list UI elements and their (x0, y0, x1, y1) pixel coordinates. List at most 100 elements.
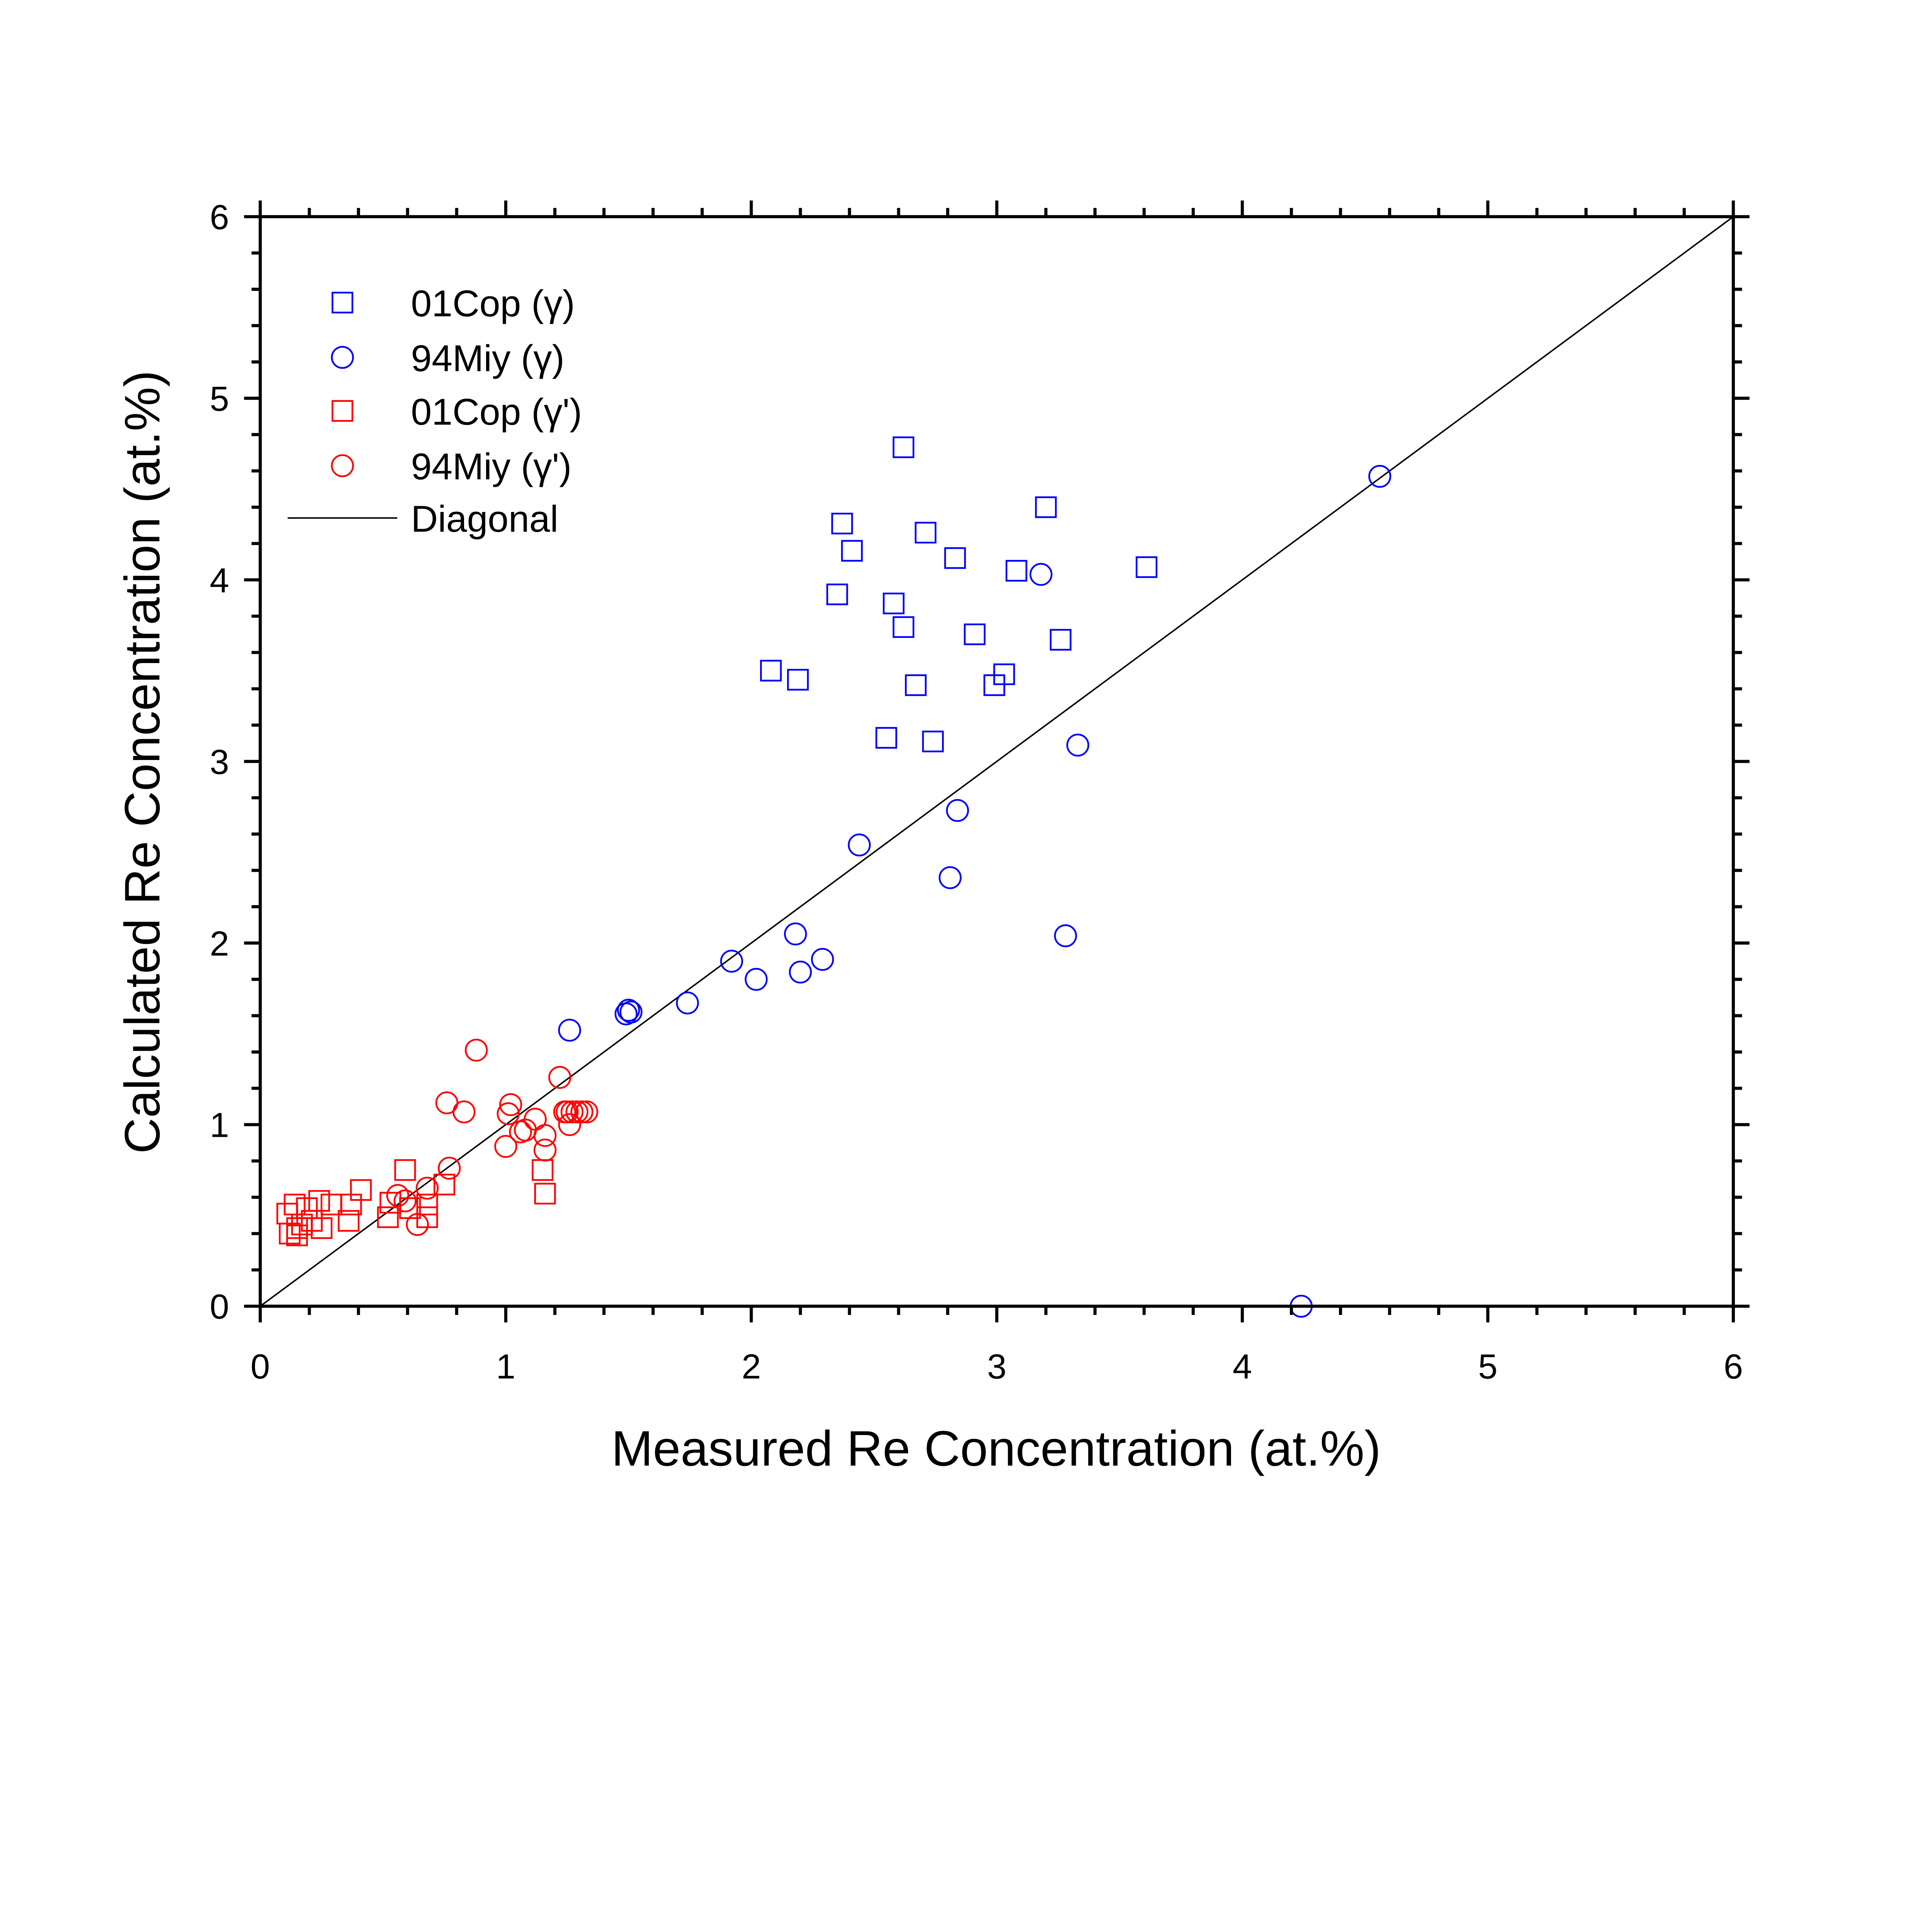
data-point (831, 512, 853, 534)
series-1 (760, 436, 1158, 752)
data-point (811, 948, 834, 971)
data-point (533, 1124, 557, 1147)
data-point (534, 1183, 556, 1205)
data-point (784, 922, 807, 946)
data-point (558, 1019, 581, 1042)
data-point (386, 1184, 409, 1207)
data-point (291, 1213, 313, 1236)
data-point (760, 660, 782, 682)
data-point (893, 616, 915, 638)
data-point (438, 1156, 461, 1180)
plot-area (260, 216, 1734, 1318)
data-point (1136, 556, 1158, 578)
data-point (377, 1206, 399, 1228)
data-point (787, 669, 809, 691)
data-point (499, 1093, 522, 1116)
data-point (946, 799, 969, 822)
series-2 (558, 465, 1391, 1318)
data-point (905, 674, 927, 696)
legend-marker (332, 400, 354, 422)
data-point (617, 998, 640, 1022)
data-point (893, 436, 915, 458)
data-point (509, 1120, 532, 1143)
data-point (338, 1210, 360, 1232)
legend-label: Diagonal (411, 498, 558, 540)
x-tick-label: 6 (1724, 1347, 1743, 1386)
y-tick-label: 4 (210, 561, 229, 600)
data-point (415, 1177, 439, 1200)
data-point (532, 1159, 554, 1181)
data-point (983, 674, 1005, 696)
diagonal-line (260, 216, 1734, 1307)
scatter-chart: 0 1 2 3 4 5 6 0 1 2 3 4 5 6 Measured Re Concentration… (114, 198, 1750, 1476)
data-point (841, 540, 863, 562)
legend-marker (332, 292, 354, 314)
data-point (883, 592, 905, 614)
data-point (565, 1100, 588, 1124)
legend-label: 94Miy (γ) (411, 337, 564, 379)
data-point (1005, 560, 1027, 582)
data-point (279, 1223, 301, 1245)
data-point (1066, 733, 1089, 757)
x-tick-label: 1 (496, 1347, 515, 1386)
y-tick-label: 0 (210, 1287, 229, 1327)
y-tick-label: 1 (210, 1106, 229, 1145)
data-point (745, 968, 768, 991)
data-point (614, 1002, 638, 1026)
data-point (1054, 924, 1077, 947)
data-point (789, 961, 812, 984)
y-tick-label: 3 (210, 743, 229, 782)
data-point (964, 623, 986, 645)
y-tick-label: 6 (210, 198, 229, 237)
data-point (939, 866, 962, 889)
data-point (452, 1100, 476, 1124)
series-4 (386, 1039, 599, 1236)
legend-label: 01Cop (γ) (411, 283, 575, 325)
data-point (394, 1159, 416, 1181)
data-point (826, 583, 848, 605)
x-tick-label: 3 (987, 1347, 1007, 1386)
x-axis-title: Measured Re Concentration (at.%) (611, 1421, 1381, 1476)
x-tick-label: 4 (1233, 1347, 1252, 1386)
plot-frame (259, 215, 1735, 1308)
data-point (1029, 563, 1053, 586)
x-tick-label: 0 (250, 1347, 270, 1386)
data-point (286, 1225, 308, 1247)
data-point (556, 1100, 579, 1124)
data-point (848, 833, 871, 857)
legend-marker (331, 454, 354, 477)
data-point (548, 1066, 571, 1089)
data-point (922, 730, 944, 752)
legend-marker (331, 346, 354, 369)
y-tick-label: 5 (210, 379, 229, 418)
data-point (570, 1100, 594, 1124)
data-point (575, 1100, 599, 1124)
data-point (416, 1194, 438, 1216)
data-point (558, 1113, 581, 1136)
data-point (434, 1173, 456, 1196)
data-point (1368, 465, 1391, 488)
data-point (944, 547, 966, 569)
data-point (560, 1100, 584, 1124)
tick-labels: 0 1 2 3 4 5 6 0 1 2 3 4 5 6 (210, 198, 1743, 1386)
data-point (533, 1138, 557, 1162)
data-point (393, 1189, 417, 1213)
data-point (915, 522, 937, 544)
x-tick-label: 5 (1478, 1347, 1497, 1386)
data-point (494, 1135, 517, 1158)
data-point (676, 992, 699, 1015)
y-axis-title: Calculated Re Concentration (at.%) (114, 370, 170, 1153)
x-tick-label: 2 (742, 1347, 761, 1386)
legend-label: 94Miy (γ') (411, 446, 571, 488)
data-point (875, 727, 897, 749)
data-point (1035, 496, 1057, 518)
legend: 01Cop (γ) 94Miy (γ) 01Cop (γ') 94Miy (γ') Di… (287, 283, 582, 540)
series-3 (276, 1159, 556, 1247)
data-point (1049, 629, 1071, 651)
data-point (340, 1194, 362, 1216)
data-point (497, 1102, 520, 1125)
data-point (465, 1039, 488, 1062)
y-tick-label: 2 (210, 924, 229, 963)
data-point (720, 949, 743, 973)
legend-label: 01Cop (γ') (411, 391, 582, 433)
